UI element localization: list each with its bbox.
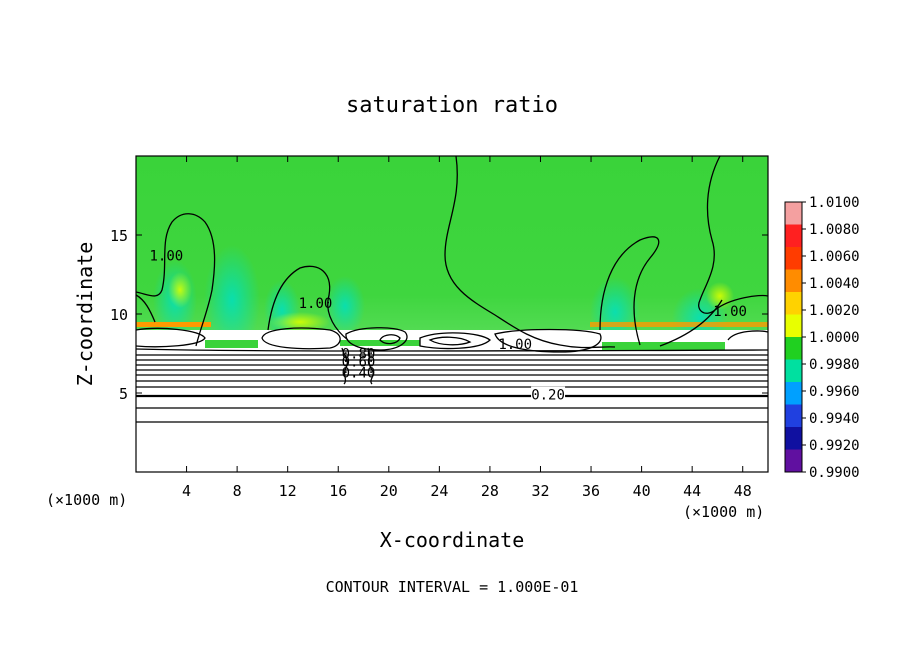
cloud-outline (419, 332, 491, 350)
cloud-outline (494, 328, 602, 353)
contour-label: 1.00 (498, 337, 532, 353)
x-axis-label: X-coordinate (380, 528, 525, 552)
x-tick-label: 16 (329, 482, 347, 500)
colorbar-segment (785, 359, 802, 383)
field-green-strip (340, 340, 420, 346)
yellow-patch (168, 272, 192, 308)
cyan-plume (590, 277, 640, 347)
contour-line (659, 299, 723, 347)
cloud-outline (727, 330, 768, 341)
cloud-top (725, 330, 768, 347)
y-tick-label: 10 (110, 306, 128, 324)
cloud-outline (261, 327, 341, 350)
x-tick-label: 24 (430, 482, 448, 500)
yellow-patch (270, 312, 330, 332)
orange-band (590, 322, 768, 327)
x-tick-label: 4 (182, 482, 191, 500)
contour-label: 1.00 (713, 304, 747, 320)
colorbar-label: 0.9940 (809, 411, 860, 427)
cloud-outline (345, 327, 408, 351)
x-tick-label: 28 (481, 482, 499, 500)
contour-lines (136, 156, 768, 424)
cloud-outline (136, 327, 206, 348)
contour-label: 0.20 (531, 388, 565, 404)
contour-label: 0.40 (342, 365, 376, 381)
colorbar-label: 1.0080 (809, 222, 860, 238)
x-axis: 4 8 12 16 20 24 28 32 36 40 44 48 (182, 156, 752, 500)
colorbar-segment (785, 449, 802, 473)
x-tick-label: 8 (233, 482, 242, 500)
cloud-outline (428, 336, 472, 346)
colorbar-segment (785, 427, 802, 450)
y-tick-label: 15 (110, 227, 128, 245)
x-tick-label: 48 (734, 482, 752, 500)
x-tick-label: 36 (582, 482, 600, 500)
contour-label: 1.00 (299, 296, 333, 312)
contour-line (136, 213, 216, 347)
contour-squiggle (341, 347, 348, 385)
x-unit-left: (×1000 m) (46, 491, 127, 509)
contour-stack (136, 421, 768, 424)
y-axis-label: Z-coordinate (73, 242, 97, 387)
x-tick-label: 20 (380, 482, 398, 500)
contour-squiggle (367, 347, 374, 385)
x-tick-label: 44 (683, 482, 701, 500)
contour-labels: 1.00 1.00 1.00 1.00 0.20 0.40 0.800.60 (149, 249, 747, 404)
colorbar-label: 0.9900 (809, 465, 860, 481)
colorbar-label: 0.9960 (809, 384, 860, 400)
colorbar-label: 1.0020 (809, 303, 860, 319)
y-axis: 5 10 15 (110, 227, 768, 403)
contour-label: 1.00 (149, 249, 183, 265)
colorbar-segment (785, 202, 802, 225)
contour-line (599, 236, 660, 346)
contour-stack (136, 348, 768, 352)
x-tick-label: 32 (531, 482, 549, 500)
colorbar-label: 0.9980 (809, 357, 860, 373)
colorbar: 1.0100 1.0080 1.0060 1.0040 1.0020 1.0000 0.99… (784, 195, 860, 481)
colorbar-segment (785, 247, 802, 270)
colorbar-label: 0.9920 (809, 438, 860, 454)
contour-line (698, 156, 768, 314)
contour-label-bg (531, 386, 566, 402)
colorbar-segment (785, 404, 802, 428)
cloud-top (136, 330, 205, 346)
cyan-plume (204, 245, 260, 355)
colorbar-segment (785, 337, 802, 360)
contour-line (267, 265, 349, 341)
cloud-top (420, 330, 602, 350)
y-tick-label: 5 (119, 385, 128, 403)
cloud-top (258, 330, 345, 346)
field-green-strip (602, 342, 725, 350)
colorbar-label: 1.0060 (809, 249, 860, 265)
chart-title: saturation ratio (346, 93, 558, 118)
contour-line (136, 294, 156, 323)
colorbar-label: 1.0000 (809, 330, 860, 346)
field-lower (136, 330, 768, 472)
field-green-strip (205, 340, 258, 348)
colorbar-label: 1.0040 (809, 276, 860, 292)
plot-area (136, 156, 768, 472)
cyan-plume (325, 276, 365, 336)
colorbar-segment (785, 292, 802, 315)
colorbar-label: 1.0100 (809, 195, 860, 211)
contour-interval-note: CONTOUR INTERVAL = 1.000E-01 (326, 578, 579, 596)
x-tick-label: 40 (633, 482, 651, 500)
colorbar-segment (785, 224, 802, 248)
colorbar-segment (785, 382, 802, 405)
contour-label: 0.80 (342, 347, 376, 363)
x-unit-right: (×1000 m) (683, 503, 764, 521)
colorbar-segment (785, 314, 802, 338)
orange-band (136, 322, 211, 327)
contour-line (444, 156, 616, 349)
contour-label: 0.60 (342, 354, 376, 370)
x-tick-label: 12 (279, 482, 297, 500)
cloud-outline (379, 334, 401, 345)
colorbar-segment (785, 269, 802, 293)
